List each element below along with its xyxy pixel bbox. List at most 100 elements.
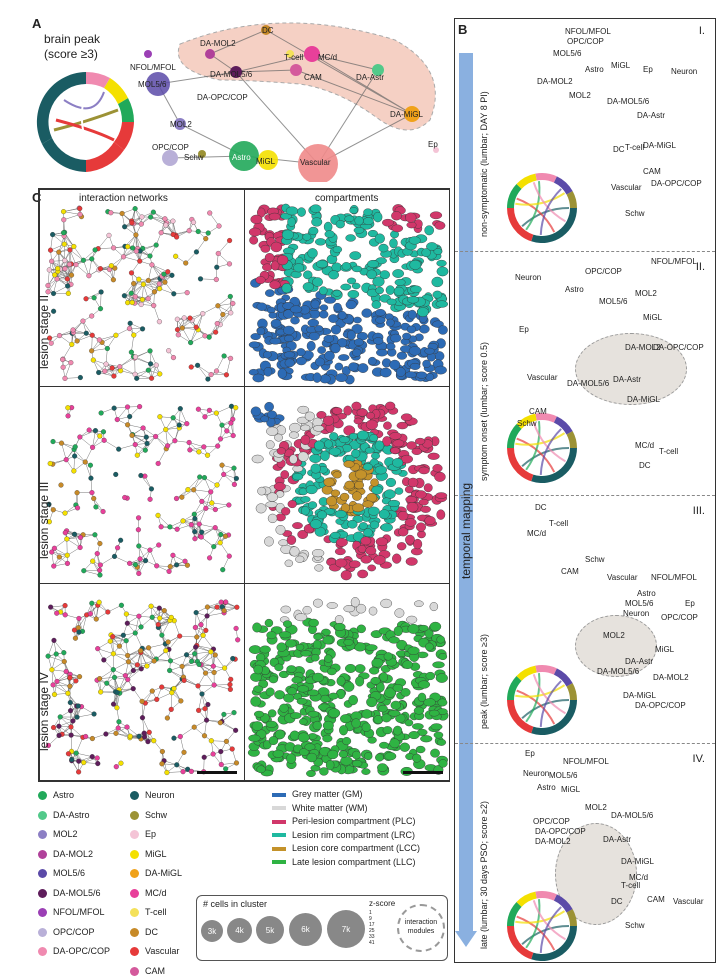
compartment-cell bbox=[398, 511, 408, 520]
network-node bbox=[73, 678, 78, 683]
compartment-cell bbox=[438, 325, 447, 334]
network-node bbox=[69, 757, 74, 762]
network-node bbox=[143, 448, 148, 453]
compartment-cell bbox=[369, 667, 379, 674]
legend-compartment-0: Grey matter (GM) bbox=[272, 789, 363, 799]
network-node bbox=[165, 770, 170, 775]
compartment-cell bbox=[352, 719, 361, 728]
network-node bbox=[51, 682, 56, 687]
network-node bbox=[228, 421, 233, 426]
network-node bbox=[75, 490, 80, 495]
network-node bbox=[209, 501, 214, 506]
network-node bbox=[197, 662, 202, 667]
compartment-cell bbox=[386, 286, 395, 295]
network-node bbox=[69, 733, 74, 738]
network-node bbox=[120, 211, 125, 216]
legend-cell-6: NFOL/MFOL bbox=[38, 907, 105, 917]
network-node bbox=[151, 738, 156, 743]
network-node bbox=[224, 739, 229, 744]
network-node bbox=[90, 445, 95, 450]
legend-cell-12: MiGL bbox=[130, 849, 167, 859]
legend-cell-swatch bbox=[130, 811, 139, 820]
compartment-cell bbox=[265, 402, 274, 411]
compartment-cell bbox=[417, 531, 425, 538]
compartment-cell bbox=[314, 441, 324, 450]
compartment-cell bbox=[299, 718, 307, 724]
network-node bbox=[139, 302, 144, 307]
stage-node-label: DA-MOL2 bbox=[653, 673, 689, 682]
network-node bbox=[148, 361, 153, 366]
network-node bbox=[114, 764, 119, 769]
network-node bbox=[115, 417, 120, 422]
compartment-cell bbox=[366, 412, 374, 419]
network-node bbox=[203, 628, 208, 633]
compartment-cell bbox=[251, 696, 261, 706]
stage-node-label: NFOL/MFOL bbox=[651, 573, 697, 582]
network-node bbox=[144, 435, 149, 440]
compartment-cell bbox=[346, 300, 357, 309]
compartment-cell bbox=[250, 673, 262, 682]
network-node bbox=[115, 545, 120, 550]
compartment-cell bbox=[265, 253, 274, 262]
compartment-cell bbox=[432, 277, 443, 287]
network-node bbox=[176, 332, 181, 337]
compartment-cell bbox=[342, 444, 352, 452]
network-node bbox=[56, 724, 61, 729]
compartment-cell bbox=[402, 333, 410, 340]
network-node bbox=[170, 273, 175, 278]
a-label-migl: MiGL bbox=[256, 157, 275, 166]
network-edge bbox=[77, 714, 94, 717]
network-node bbox=[97, 676, 102, 681]
compartment-cell bbox=[391, 447, 400, 453]
compartment-cell bbox=[405, 372, 416, 378]
legend-cell-10: Schw bbox=[130, 810, 167, 820]
stage-node-label: MOL2 bbox=[569, 91, 591, 100]
stage-node-label: MOL2 bbox=[603, 631, 625, 640]
compartment-cell bbox=[352, 760, 362, 767]
network-node bbox=[101, 658, 106, 663]
compartment-cell bbox=[388, 500, 400, 507]
network-node bbox=[138, 473, 143, 478]
compartment-cell bbox=[266, 721, 277, 728]
chord-arc bbox=[554, 894, 573, 912]
compartment-cell bbox=[410, 286, 421, 293]
network-node bbox=[224, 429, 229, 434]
network-node bbox=[116, 726, 121, 731]
compartment-cell bbox=[430, 622, 441, 631]
compartment-cell bbox=[264, 537, 273, 546]
a-label-da-opc: DA-OPC/COP bbox=[197, 93, 248, 102]
stage-roman: I. bbox=[699, 25, 705, 37]
stage-node-label: Vascular bbox=[607, 573, 638, 582]
compartment-cell bbox=[409, 236, 421, 244]
network-node bbox=[68, 248, 73, 253]
compartment-cell bbox=[408, 310, 416, 319]
compartment-cell bbox=[381, 523, 393, 531]
compartment-cell bbox=[355, 664, 365, 672]
compartment-cell bbox=[311, 218, 322, 227]
legend-compartment-swatch bbox=[272, 820, 286, 824]
network-node bbox=[130, 300, 135, 305]
network-node bbox=[125, 244, 130, 249]
network-node bbox=[234, 626, 239, 631]
network-node bbox=[215, 321, 220, 326]
compartment-cell bbox=[269, 213, 280, 220]
compartment-cell bbox=[363, 501, 374, 508]
network-node bbox=[89, 348, 94, 353]
compartment-cell bbox=[335, 548, 345, 555]
network-node bbox=[228, 356, 233, 361]
compartment-cell bbox=[269, 736, 278, 745]
compartment-cell bbox=[420, 735, 432, 742]
network-node bbox=[197, 475, 202, 480]
compartment-cell bbox=[410, 363, 420, 370]
network-edge bbox=[135, 616, 139, 633]
network-node bbox=[75, 715, 80, 720]
network-node bbox=[175, 527, 180, 532]
compartment-cell bbox=[387, 299, 396, 305]
compartment-cell bbox=[344, 406, 352, 415]
network-node bbox=[183, 261, 188, 266]
legend-cell-label: DA-MOL2 bbox=[53, 849, 93, 859]
chord-arc bbox=[554, 416, 573, 434]
stage-node-label: Vascular bbox=[611, 183, 642, 192]
compartment-cell bbox=[437, 739, 446, 746]
legend-cell-label: MC/d bbox=[145, 888, 167, 898]
